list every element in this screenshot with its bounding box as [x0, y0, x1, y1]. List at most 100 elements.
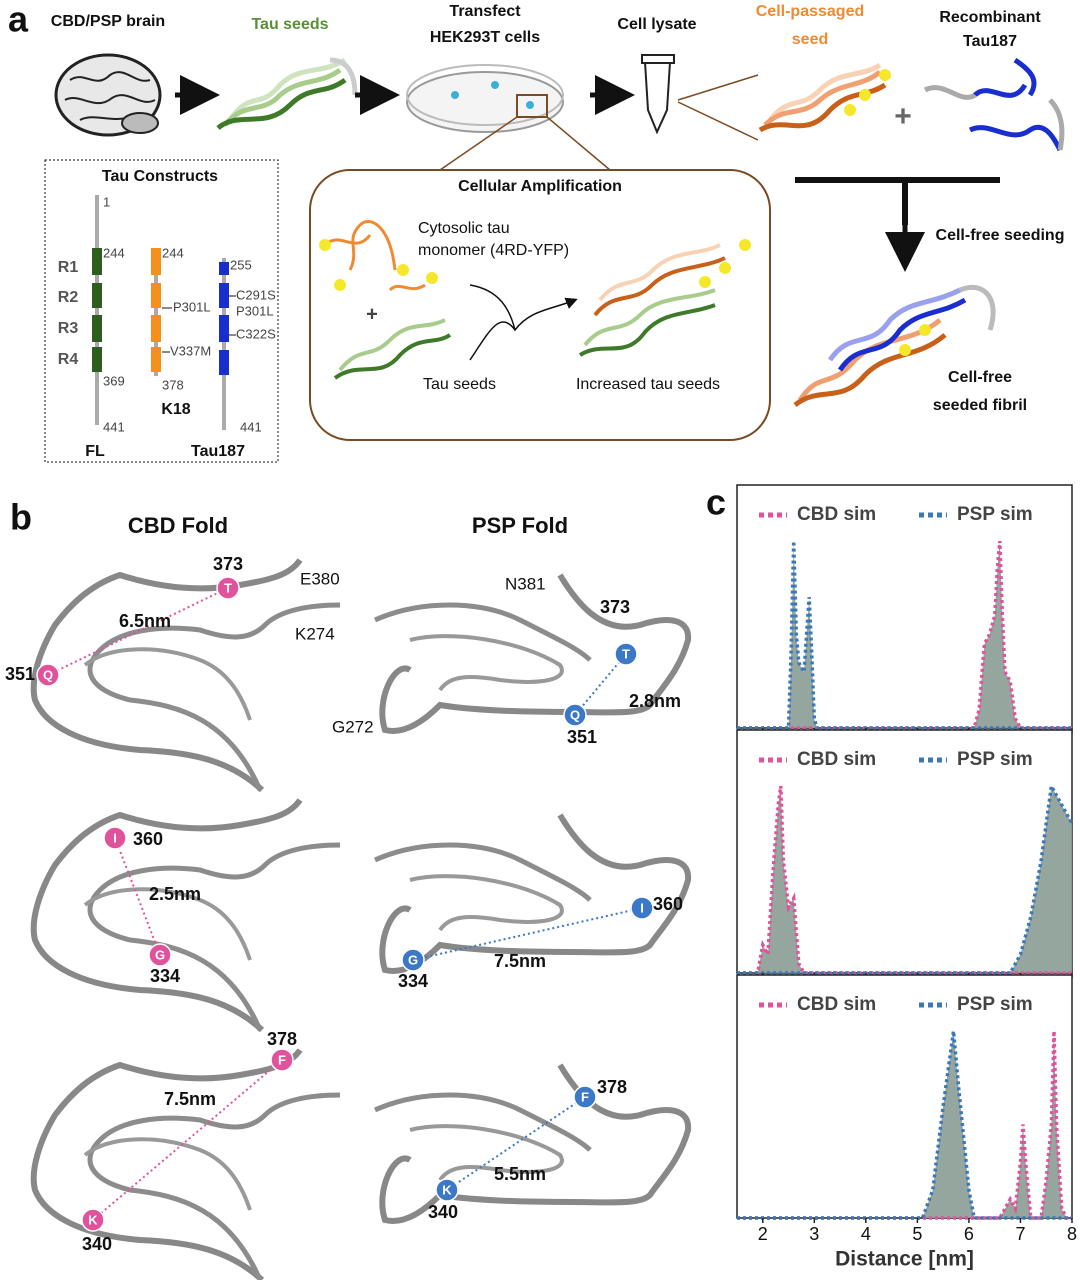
- step-label: Cell-free: [948, 369, 1012, 386]
- merge-lines: [795, 177, 1000, 225]
- annotation: E380: [300, 569, 340, 588]
- mutation: C322S: [236, 326, 276, 341]
- plot-frame: [736, 974, 1073, 1219]
- repeat-segments: [92, 248, 102, 372]
- x-tick-label: 5: [912, 1224, 922, 1244]
- residue: 441: [240, 419, 262, 434]
- distance-label: 6.5nm: [119, 611, 171, 631]
- repeat-segments: [219, 262, 229, 375]
- x-tick-label: 6: [964, 1224, 974, 1244]
- distribution-area: [737, 786, 1072, 973]
- residue: 255: [230, 257, 252, 272]
- x-tick-label: 8: [1067, 1224, 1077, 1244]
- residue: 378: [162, 377, 184, 392]
- residue-marker: [401, 948, 425, 972]
- recombinant-icon: [923, 57, 1065, 152]
- x-tick-label: 7: [1015, 1224, 1025, 1244]
- residue-marker: [81, 1208, 105, 1232]
- seed-icon: [333, 318, 452, 380]
- step-label: Cell-free seeding: [936, 227, 1065, 244]
- panel-label: b: [10, 497, 32, 538]
- x-tick-label: 2: [758, 1224, 768, 1244]
- residue-marker: [103, 826, 127, 850]
- label: Cytosolic tau: [418, 220, 510, 237]
- residue-number: 334: [398, 971, 428, 991]
- residue-number: 373: [213, 554, 243, 574]
- residue-number: 340: [428, 1202, 458, 1222]
- psp-structure: [375, 815, 688, 971]
- residue-letter: T: [622, 646, 630, 661]
- cbd-structure: [34, 560, 340, 790]
- plus: +: [894, 100, 912, 133]
- residue-marker: [435, 1178, 459, 1202]
- x-tick-label: 4: [861, 1224, 871, 1244]
- distance-label: 7.5nm: [494, 951, 546, 971]
- construct-name: FL: [85, 443, 105, 460]
- distance-label: 7.5nm: [164, 1089, 216, 1109]
- distribution-line: [737, 1030, 1072, 1220]
- legend-label: PSP sim: [957, 994, 1033, 1015]
- panel-b: b CBD Fold PSP Fold E380 K274 N381 G272 …: [5, 497, 688, 1280]
- step-label: seeded fibril: [933, 397, 1027, 414]
- distribution-area: [737, 541, 1072, 728]
- residue-number: 351: [567, 727, 597, 747]
- fibril-icon: [793, 284, 996, 408]
- distance-line: [92, 1059, 283, 1221]
- monomer-icon: [319, 220, 438, 292]
- annotation: K274: [295, 624, 335, 643]
- step-label: CBD/PSP brain: [51, 13, 165, 30]
- brain-icon: [54, 53, 162, 137]
- repeat-label: R3: [58, 320, 79, 337]
- column-title: PSP Fold: [472, 513, 568, 538]
- residue-letter: K: [442, 1182, 452, 1197]
- residue-letter: F: [581, 1089, 589, 1104]
- annotation: G272: [332, 717, 374, 736]
- mutation-tick: [229, 295, 236, 336]
- legend-label: PSP sim: [957, 504, 1033, 525]
- residue-marker: [573, 1085, 597, 1109]
- cbd-structure: [34, 1050, 340, 1280]
- legend-label: CBD sim: [797, 749, 876, 770]
- residue-letter: I: [113, 830, 117, 845]
- mutation: P301L: [173, 299, 211, 314]
- residue-number: 360: [133, 829, 163, 849]
- step-label: Cell-passaged: [756, 3, 864, 20]
- distance-line: [574, 653, 627, 716]
- residue: 1: [103, 194, 110, 209]
- passaged-seed-icon: [758, 62, 891, 133]
- step-label: Transfect: [449, 3, 521, 20]
- panel-a: a CBD/PSP brain Tau seeds Transfect HEK2…: [8, 0, 1065, 463]
- seed-icon: [216, 57, 358, 131]
- distance-label: 2.5nm: [149, 884, 201, 904]
- psp-structure: [375, 1065, 688, 1221]
- distance-label: 2.8nm: [629, 691, 681, 711]
- step-label: HEK293T cells: [430, 29, 540, 46]
- dish-icon: [406, 64, 564, 133]
- residue-number: 373: [600, 597, 630, 617]
- mutation-tick: [162, 307, 172, 353]
- residue: 369: [103, 373, 125, 388]
- residue-number: 378: [597, 1077, 627, 1097]
- step-label: Cell lysate: [617, 16, 696, 33]
- step-label: Tau187: [963, 33, 1017, 50]
- step-label: Recombinant: [939, 9, 1041, 26]
- label: monomer (4RD-YFP): [418, 242, 569, 259]
- residue: 441: [103, 419, 125, 434]
- panel-label: c: [706, 482, 726, 523]
- residue-marker: [614, 642, 638, 666]
- residue-marker: [630, 896, 654, 920]
- increased-seed-icon: [578, 239, 751, 357]
- residue-letter: K: [88, 1212, 98, 1227]
- residue-number: 351: [5, 664, 35, 684]
- residue-letter: G: [155, 947, 165, 962]
- residue-marker: [270, 1048, 294, 1072]
- mutation: V337M: [170, 343, 211, 358]
- amplification-box: [309, 169, 771, 441]
- process-arrow: [469, 284, 575, 361]
- x-tick-label: 3: [809, 1224, 819, 1244]
- residue: 244: [103, 245, 125, 260]
- residue-letter: F: [278, 1052, 286, 1067]
- residue-letter: I: [640, 900, 644, 915]
- box-title: Cellular Amplification: [458, 178, 622, 195]
